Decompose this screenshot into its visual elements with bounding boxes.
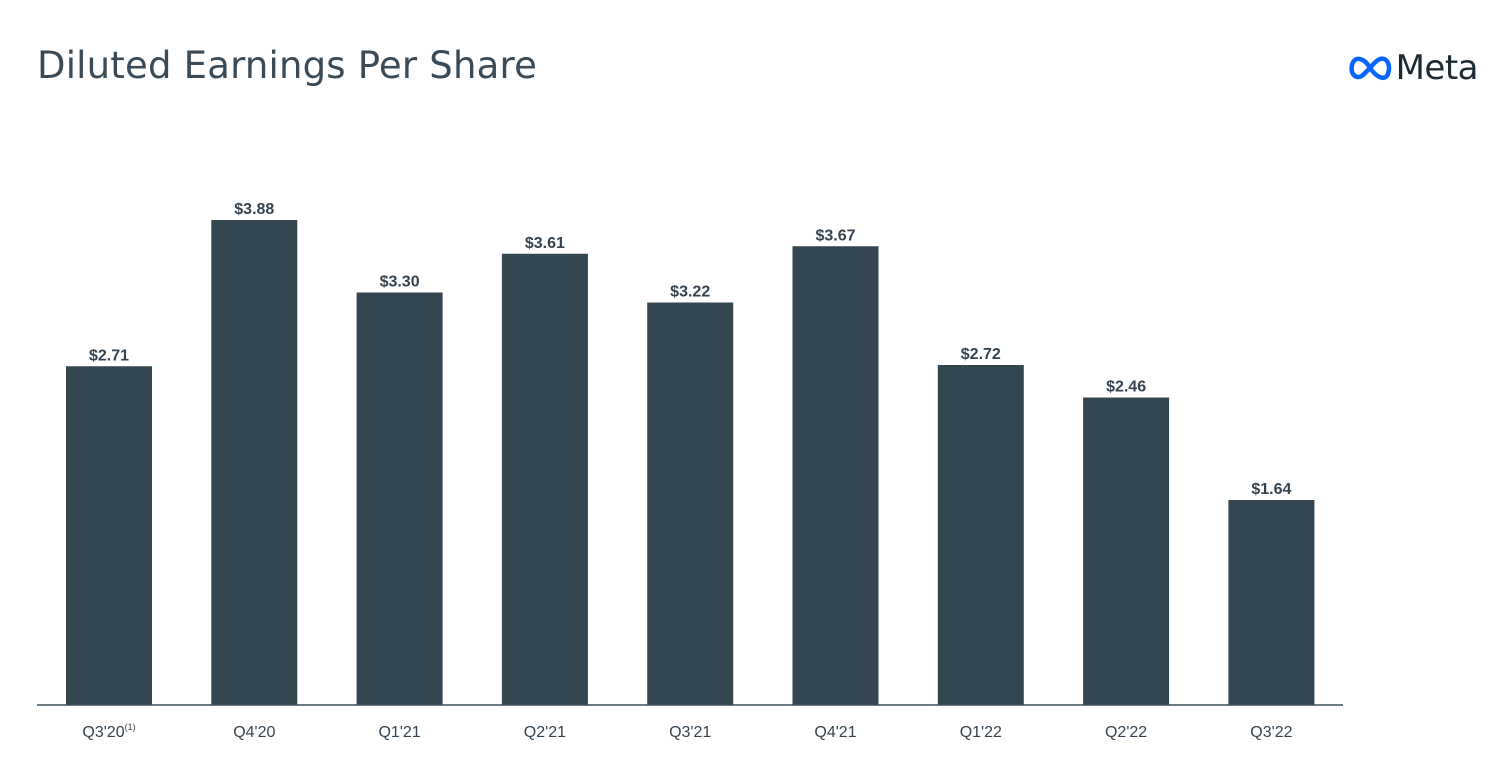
brand-logo: Meta (1347, 46, 1479, 90)
x-tick-text: Q1'22 (960, 724, 1002, 741)
bar-3 (501, 253, 588, 705)
x-tick-label: Q3'21 (669, 724, 711, 741)
x-tick-label: Q4'21 (814, 724, 856, 741)
bar-value-label: $2.71 (89, 347, 129, 364)
x-tick-text: Q2'21 (524, 724, 566, 741)
x-tick-text: Q3'20 (82, 724, 124, 741)
x-tick-text: Q3'22 (1250, 724, 1292, 741)
x-tick-text: Q1'21 (378, 724, 420, 741)
x-tick-label: Q1'21 (378, 724, 420, 741)
bar-6 (937, 365, 1024, 705)
bar-2 (356, 292, 443, 705)
x-tick-footnote: (1) (125, 722, 136, 732)
page-title: Diluted Earnings Per Share (37, 44, 538, 87)
x-tick-text: Q4'21 (814, 724, 856, 741)
x-tick-label: Q1'22 (960, 724, 1002, 741)
x-tick-label: Q3'22 (1250, 724, 1292, 741)
bar-7 (1083, 397, 1170, 705)
meta-infinity-icon (1348, 56, 1391, 81)
bar-value-label: $2.46 (1106, 379, 1146, 396)
x-tick-text: Q4'20 (233, 724, 275, 741)
x-tick-label: Q3'20(1) (82, 722, 135, 741)
x-tick-text: Q3'21 (669, 724, 711, 741)
labels-group: $2.71 Q3'20(1) $3.88 Q4'20 $3.30 Q1'21 $3.61 Q2… (82, 201, 1292, 741)
bar-4 (647, 302, 734, 705)
bar-8 (1228, 500, 1315, 705)
bar-value-label: $3.22 (670, 284, 710, 301)
bar-1 (211, 220, 298, 705)
bars-group (66, 220, 1315, 705)
bar-value-label: $3.88 (234, 201, 274, 218)
bar-0 (66, 366, 152, 705)
x-tick-text: Q2'22 (1105, 724, 1147, 741)
bar-value-label: $3.30 (380, 274, 420, 291)
x-tick-label: Q2'21 (524, 724, 566, 741)
x-tick-label: Q2'22 (1105, 724, 1147, 741)
brand-name: Meta (1395, 48, 1479, 88)
bar-value-label: $3.67 (815, 227, 855, 244)
x-tick-label: Q4'20 (233, 724, 275, 741)
bar-value-label: $3.61 (525, 235, 565, 252)
bar-5 (792, 246, 879, 705)
bar-value-label: $2.72 (961, 346, 1001, 363)
bar-value-label: $1.64 (1251, 481, 1291, 498)
